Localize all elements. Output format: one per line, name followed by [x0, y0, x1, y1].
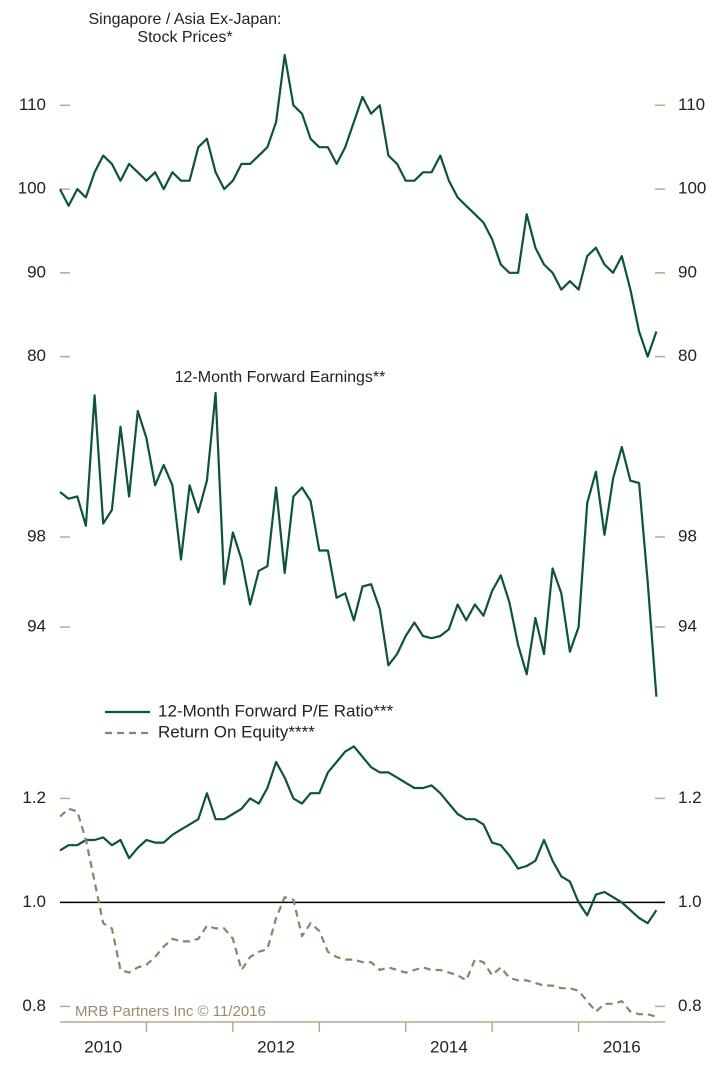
y-tick-label: 110 — [19, 95, 46, 114]
line — [59, 391, 658, 697]
y-tick-label: 80 — [27, 346, 46, 365]
x-tick-label: 2012 — [257, 1037, 295, 1056]
legend-label: Return On Equity**** — [158, 722, 315, 741]
annotation: MRB Partners Inc © 11/2016 — [75, 1003, 266, 1020]
chart-title: Stock Prices* — [137, 29, 232, 46]
y-tick-label: 1.2 — [678, 788, 702, 807]
chart-title: 12-Month Forward Earnings** — [175, 369, 386, 386]
y-tick-label: 90 — [678, 262, 697, 281]
y-tick-label: 1.2 — [22, 788, 46, 807]
line — [59, 745, 658, 925]
x-tick-label: 2016 — [603, 1037, 641, 1056]
legend-label: 12-Month Forward P/E Ratio*** — [158, 701, 394, 720]
y-tick-label: 90 — [27, 262, 46, 281]
y-tick-label: 94 — [678, 616, 697, 635]
y-tick-label: 1.0 — [22, 892, 46, 911]
x-tick-label: 2014 — [430, 1037, 468, 1056]
line — [59, 807, 657, 1018]
line — [59, 53, 658, 358]
y-tick-label: 0.8 — [678, 996, 702, 1015]
y-tick-label: 80 — [678, 346, 697, 365]
chart-title: Singapore / Asia Ex-Japan: — [88, 11, 281, 28]
x-tick-label: 2010 — [84, 1037, 122, 1056]
y-tick-label: 100 — [18, 179, 46, 198]
y-tick-label: 110 — [678, 95, 705, 114]
y-tick-label: 1.0 — [678, 892, 702, 911]
y-tick-label: 0.8 — [22, 996, 46, 1015]
y-tick-label: 98 — [27, 526, 46, 545]
y-tick-label: 98 — [678, 526, 697, 545]
y-tick-label: 100 — [678, 179, 706, 198]
y-tick-label: 94 — [27, 616, 46, 635]
